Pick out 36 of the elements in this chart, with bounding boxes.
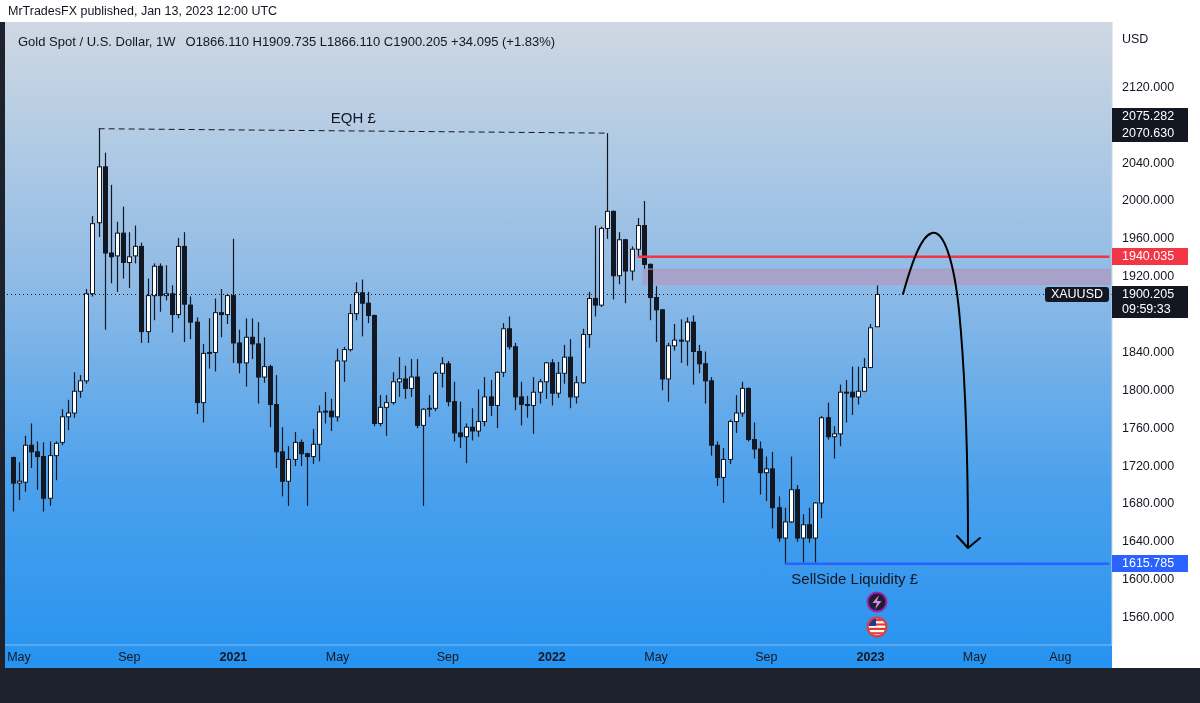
x-tick-label: May [7,649,32,664]
x-tick-label: 2023 [856,649,885,664]
y-tick-label: 1800.000 [1122,382,1175,397]
y-tick-label: 1600.000 [1122,572,1175,587]
text: 2070.630 [1122,125,1175,140]
x-tick-label: Aug [1049,649,1072,664]
y-tick-label: 1640.000 [1122,534,1175,549]
text: Gold Spot / U.S. Dollar, 1W [18,34,176,49]
data-label: 1615.785 [1122,556,1175,571]
y-tick-label: 1920.000 [1122,269,1175,284]
x-tick-label: May [325,649,351,664]
y-tick-label: 1760.000 [1122,420,1175,435]
x-tick-label: 2022 [538,649,566,664]
x-tick-label: May [962,649,988,664]
y-tick-label: 1720.000 [1122,458,1175,473]
annotation: XAUUSD [1044,286,1109,302]
y-tick-label: 1680.000 [1122,496,1175,511]
y-tick-label: 2040.000 [1122,155,1175,170]
annotation: EQH £ [330,108,376,126]
text: MrTradesFX published, Jan 13, 2023 12:00 UTC [8,4,278,18]
y-tick-label: 1960.000 [1122,231,1175,246]
x-tick-label: Sep [436,649,459,664]
text: 2075.282 [1122,108,1175,123]
y-axis-title: USD [1122,32,1149,46]
x-tick-label: Sep [118,649,141,664]
x-tick-label: 2021 [219,649,248,664]
y-tick-label: 2000.000 [1122,193,1175,208]
y-tick-label: 1840.000 [1122,344,1175,359]
y-tick-label: 1560.000 [1122,610,1175,625]
y-tick-label: 2120.000 [1122,79,1175,94]
ref-line-label: 1900.205 09:59:33 [1122,286,1175,316]
x-tick-label: Sep [755,649,778,664]
x-tick-label: May [644,649,669,664]
text: O1866.110 H1909.735 L1866.110 C1900.205 +34.095 (+1.83%) [185,34,556,49]
data-label: 1940.035 [1122,249,1175,264]
annotation: SellSide Liquidity £ [791,569,919,587]
